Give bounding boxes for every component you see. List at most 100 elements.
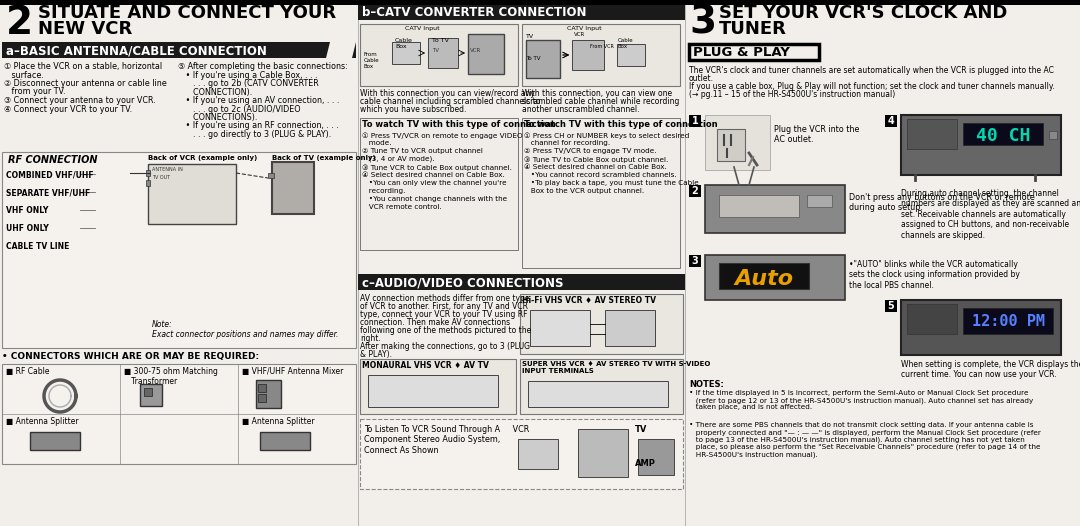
Text: type, connect your VCR to your TV using RF: type, connect your VCR to your TV using …: [360, 310, 527, 319]
Text: ■ Antenna Splitter: ■ Antenna Splitter: [242, 417, 314, 426]
Text: To watch TV with this type of connection: To watch TV with this type of connection: [362, 120, 555, 129]
Text: connection. Then make AV connections: connection. Then make AV connections: [360, 318, 510, 327]
Bar: [901, 300, 1061, 355]
Text: 4: 4: [888, 116, 894, 126]
Bar: [689, 255, 701, 267]
Bar: [717, 129, 745, 161]
Bar: [885, 300, 897, 312]
Text: TV OUT: TV OUT: [152, 175, 171, 180]
Text: •"AUTO" blinks while the VCR automatically
sets the clock using information prov: •"AUTO" blinks while the VCR automatical…: [849, 260, 1020, 290]
Bar: [689, 185, 701, 197]
Text: TV: TV: [526, 34, 535, 39]
Text: When setting is complete, the VCR displays the
current time. You can now use you: When setting is complete, the VCR displa…: [901, 360, 1080, 379]
Text: ② Press TV/VCR to engage TV mode.: ② Press TV/VCR to engage TV mode.: [524, 148, 657, 154]
Text: ANTENNA IN: ANTENNA IN: [152, 167, 183, 172]
Bar: [519, 294, 683, 354]
Text: COMBINED VHF/UHF: COMBINED VHF/UHF: [6, 170, 94, 179]
Text: • If you're using an AV connection, . . .: • If you're using an AV connection, . . …: [178, 96, 339, 105]
Text: Box: Box: [395, 44, 407, 49]
Text: ④ Connect your VCR to your TV.: ④ Connect your VCR to your TV.: [4, 105, 132, 114]
Bar: [146, 180, 150, 186]
Bar: [528, 381, 669, 407]
Bar: [360, 118, 518, 250]
Text: CONNECTIONS).: CONNECTIONS).: [178, 113, 257, 122]
Bar: [901, 115, 1061, 175]
Text: AMP: AMP: [635, 459, 656, 468]
Text: •You can only view the channel you're: •You can only view the channel you're: [362, 180, 507, 186]
Bar: [146, 170, 150, 176]
Bar: [1049, 131, 1057, 139]
Bar: [468, 34, 504, 74]
Text: VCR: VCR: [470, 48, 482, 53]
Text: To TV: To TV: [432, 38, 449, 43]
Text: Cable
Box: Cable Box: [618, 38, 634, 49]
Text: SUPER VHS VCR ♦ AV STEREO TV WITH S-VIDEO
INPUT TERMINALS: SUPER VHS VCR ♦ AV STEREO TV WITH S-VIDE…: [522, 361, 711, 374]
Text: The VCR's clock and tuner channels are set automatically when the VCR is plugged: The VCR's clock and tuner channels are s…: [689, 66, 1054, 75]
Bar: [689, 44, 819, 60]
Bar: [144, 388, 152, 396]
Text: Auto: Auto: [734, 269, 794, 289]
Bar: [907, 304, 957, 334]
Text: Hi-Fi VHS VCR ♦ AV STEREO TV: Hi-Fi VHS VCR ♦ AV STEREO TV: [522, 296, 656, 305]
Bar: [522, 118, 680, 268]
Text: 12:00 PM: 12:00 PM: [972, 314, 1044, 329]
Text: recording.: recording.: [362, 188, 405, 194]
Text: •You cannot record scrambled channels.: •You cannot record scrambled channels.: [524, 172, 677, 178]
Text: ■ 300-75 ohm Matching
   Transformer: ■ 300-75 ohm Matching Transformer: [124, 367, 218, 387]
Bar: [526, 40, 561, 78]
Text: • If the time displayed in 5 is incorrect, perform the Semi-Auto or Manual Clock: • If the time displayed in 5 is incorrec…: [689, 390, 1034, 410]
Text: •To play back a tape, you must tune the Cable: •To play back a tape, you must tune the …: [524, 180, 699, 186]
Text: surface.: surface.: [4, 70, 44, 79]
Text: SEPARATE VHF/UHF: SEPARATE VHF/UHF: [6, 188, 91, 197]
Text: CATV Input: CATV Input: [405, 26, 440, 31]
Text: channel for recording.: channel for recording.: [524, 140, 610, 146]
Text: To watch TV with this type of connection: To watch TV with this type of connection: [524, 120, 717, 129]
Text: From
Cable
Box: From Cable Box: [364, 52, 380, 68]
Text: • If you're using a Cable Box, . . .: • If you're using a Cable Box, . . .: [178, 70, 318, 79]
Text: CABLE TV LINE: CABLE TV LINE: [6, 242, 69, 251]
Text: To Listen To VCR Sound Through A     VCR
Component Stereo Audio System,
Connect : To Listen To VCR Sound Through A VCR Com…: [364, 425, 529, 455]
Text: ■ RF Cable: ■ RF Cable: [6, 367, 50, 376]
Bar: [0, 0, 1080, 5]
Text: Plug the VCR into the
AC outlet.: Plug the VCR into the AC outlet.: [774, 125, 860, 145]
Text: Note:
Exact connector positions and names may differ.: Note: Exact connector positions and name…: [152, 320, 338, 339]
Text: another unscrambled channel.: another unscrambled channel.: [522, 105, 639, 114]
Bar: [360, 359, 516, 414]
Bar: [2, 42, 356, 58]
Text: 3: 3: [689, 4, 716, 42]
Bar: [368, 375, 498, 407]
Text: AV connection methods differ from one type: AV connection methods differ from one ty…: [360, 294, 529, 303]
Text: If you use a cable box, Plug & Play will not function; set the clock and tuner c: If you use a cable box, Plug & Play will…: [689, 82, 1055, 91]
Text: 40 CH: 40 CH: [976, 127, 1030, 145]
Text: Back of TV (example only): Back of TV (example only): [272, 155, 376, 161]
Text: MONAURAL VHS VCR ♦ AV TV: MONAURAL VHS VCR ♦ AV TV: [362, 361, 489, 370]
Text: ④ Select desired channel on Cable Box.: ④ Select desired channel on Cable Box.: [524, 164, 666, 170]
Text: outlet.: outlet.: [689, 74, 714, 83]
Text: . . . go to 2c (AUDIO/VIDEO: . . . go to 2c (AUDIO/VIDEO: [178, 105, 300, 114]
Bar: [148, 164, 237, 224]
Bar: [907, 119, 957, 149]
Text: Don't press any buttons on the VCR or remote
during auto setup.: Don't press any buttons on the VCR or re…: [849, 193, 1035, 213]
Text: ④ Select desired channel on Cable Box.: ④ Select desired channel on Cable Box.: [362, 172, 504, 178]
Text: CATV Input: CATV Input: [567, 26, 602, 31]
Text: ⑤ After completing the basic connections:: ⑤ After completing the basic connections…: [178, 62, 348, 71]
Bar: [617, 44, 645, 66]
Text: which you have subscribed.: which you have subscribed.: [360, 105, 467, 114]
Text: SITUATE AND CONNECT YOUR: SITUATE AND CONNECT YOUR: [38, 4, 336, 22]
Bar: [885, 115, 897, 127]
Bar: [705, 185, 845, 233]
Text: (3, 4 or AV mode).: (3, 4 or AV mode).: [362, 156, 434, 163]
Text: & PLAY).: & PLAY).: [360, 350, 392, 359]
Text: scrambled cable channel while recording: scrambled cable channel while recording: [522, 97, 679, 106]
Text: PLUG & PLAY: PLUG & PLAY: [693, 46, 789, 59]
Text: • If you're using an RF connection, . . .: • If you're using an RF connection, . . …: [178, 122, 339, 130]
Text: With this connection you can view/record any: With this connection you can view/record…: [360, 89, 535, 98]
Text: TV: TV: [432, 48, 438, 53]
Text: 5: 5: [888, 301, 894, 311]
Text: VHF ONLY: VHF ONLY: [6, 206, 49, 215]
Text: ③ Connect your antenna to your VCR.: ③ Connect your antenna to your VCR.: [4, 96, 156, 105]
Bar: [256, 380, 281, 408]
Text: From VCR: From VCR: [590, 44, 613, 49]
Bar: [357, 274, 685, 290]
Text: ② Tune TV to VCR output channel: ② Tune TV to VCR output channel: [362, 148, 483, 154]
